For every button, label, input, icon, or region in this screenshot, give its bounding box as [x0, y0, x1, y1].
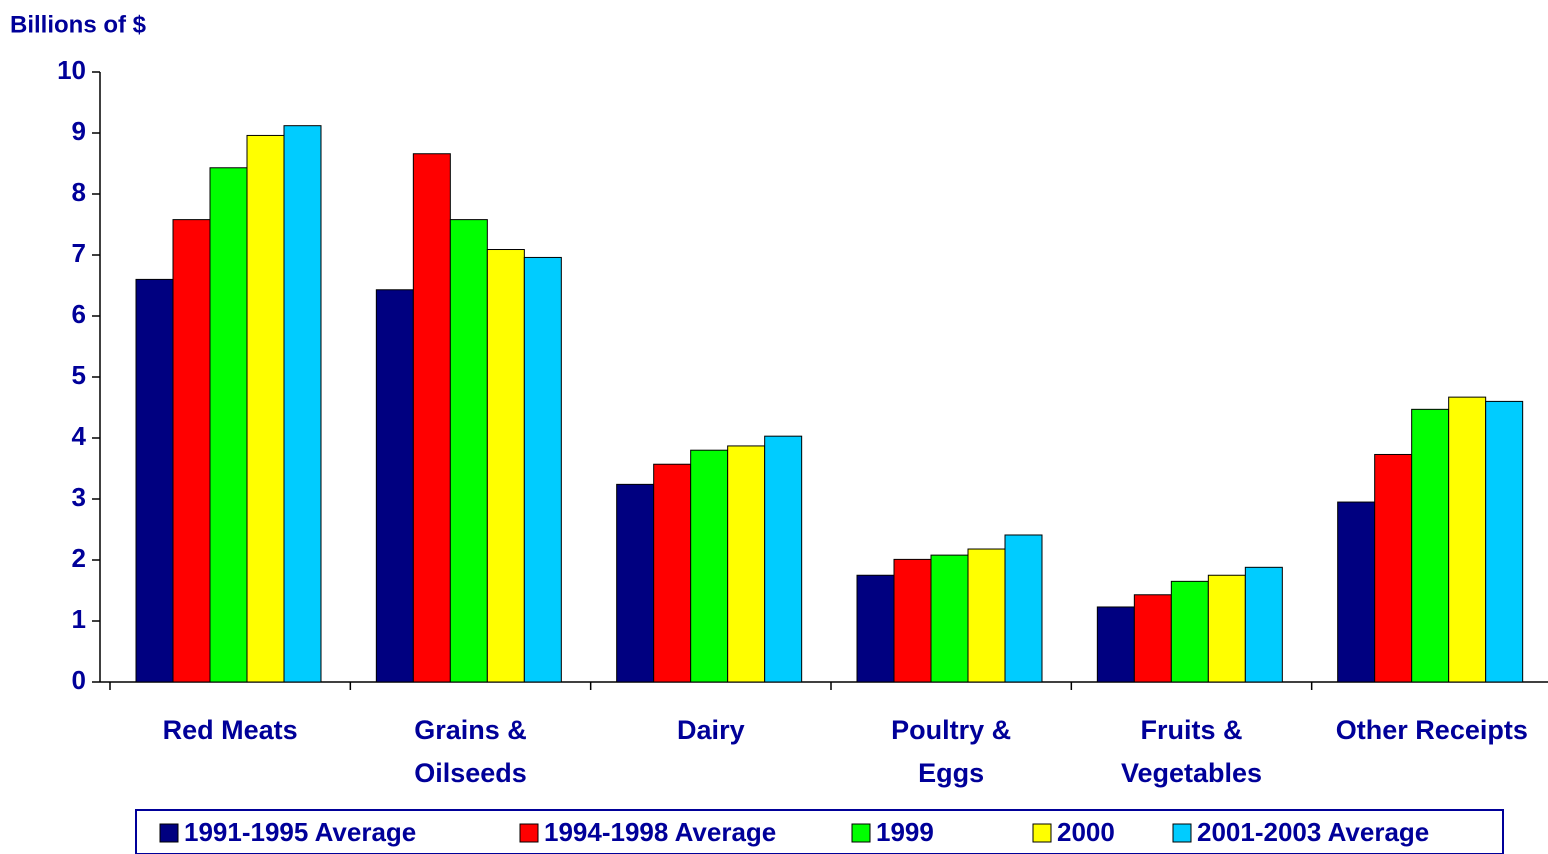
bar	[523, 256, 562, 683]
x-tick-label: Poultry & Eggs	[891, 715, 1012, 788]
x-tick-label: Grains & Oilseeds	[414, 715, 527, 788]
legend-swatch	[851, 823, 871, 843]
y-tick-label: 4	[72, 421, 87, 451]
bar	[375, 289, 414, 683]
legend-swatch	[159, 823, 179, 843]
legend-swatch	[1172, 823, 1192, 843]
y-tick-label: 2	[72, 543, 86, 573]
x-tick-label: Fruits & Vegetables	[1120, 715, 1263, 788]
bar	[1448, 396, 1487, 683]
bar	[653, 463, 692, 683]
legend-label: 1999	[876, 817, 934, 847]
y-tick-label: 10	[57, 55, 86, 85]
legend-label: 2001-2003 Average	[1197, 817, 1429, 847]
bar	[967, 548, 1006, 683]
bar	[1170, 580, 1209, 683]
bar	[727, 445, 766, 683]
x-tick-label: Dairy	[677, 715, 745, 745]
bar	[856, 574, 895, 683]
bar	[449, 219, 488, 683]
bar	[1244, 566, 1283, 683]
x-tick-label: Other Receipts	[1335, 715, 1528, 745]
y-tick-label: 1	[72, 604, 86, 634]
bar	[1004, 534, 1043, 683]
bar	[172, 219, 211, 683]
bar	[1337, 501, 1376, 683]
bar	[135, 278, 174, 683]
y-tick-label: 8	[72, 177, 86, 207]
y-tick-label: 7	[72, 238, 86, 268]
legend-swatch	[1032, 823, 1052, 843]
y-tick-label: 9	[72, 116, 86, 146]
bar	[764, 435, 803, 683]
bar	[1411, 408, 1450, 683]
legend-box	[135, 809, 1504, 854]
bar	[1096, 606, 1135, 683]
y-tick-label: 3	[72, 482, 86, 512]
legend-swatch	[519, 823, 539, 843]
bar	[283, 125, 322, 683]
bar	[1207, 574, 1246, 683]
y-tick-label: 6	[72, 299, 86, 329]
bar	[1133, 594, 1172, 683]
y-tick-label: 0	[72, 665, 86, 695]
legend-label: 2000	[1057, 817, 1115, 847]
bar	[486, 249, 525, 683]
bar	[209, 167, 248, 683]
y-tick-label: 5	[72, 360, 86, 390]
y-axis-label: Billions of $	[10, 11, 147, 38]
bar	[412, 153, 451, 683]
bar	[893, 558, 932, 683]
legend-label: 1994-1998 Average	[544, 817, 776, 847]
legend-label: 1991-1995 Average	[184, 817, 416, 847]
bar	[1485, 400, 1524, 683]
x-tick-label: Red Meats	[162, 715, 298, 745]
bar	[690, 449, 729, 683]
bar	[930, 554, 969, 683]
bar	[246, 134, 285, 683]
bar	[616, 483, 655, 683]
bar	[1374, 453, 1413, 683]
